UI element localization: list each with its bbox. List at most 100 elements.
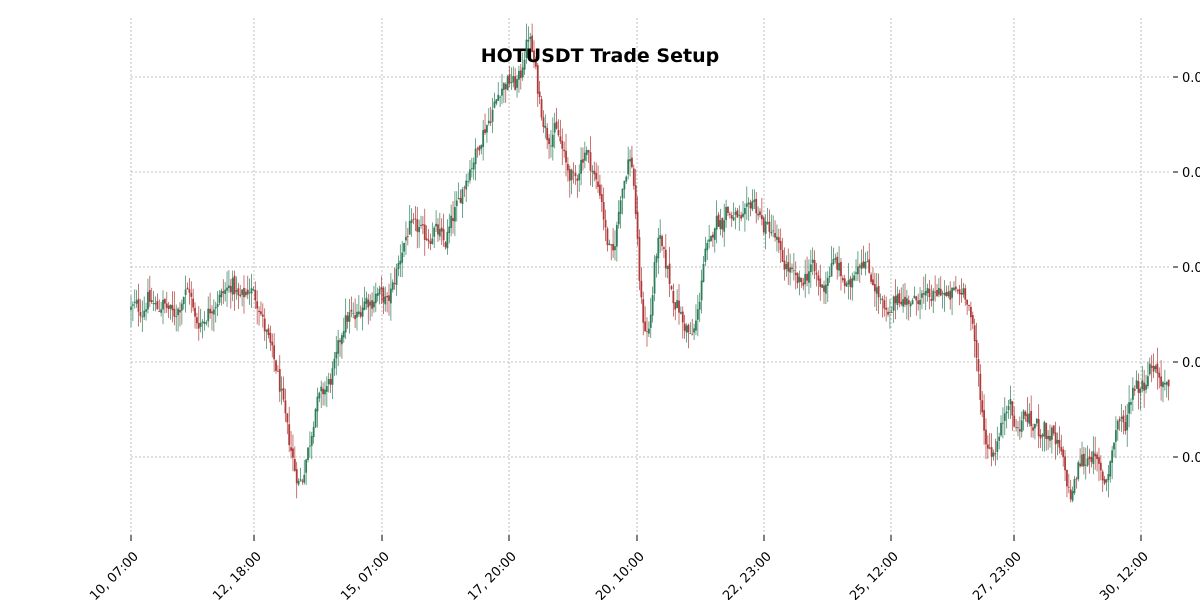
candle-body [463, 187, 466, 189]
candle-body [459, 198, 462, 203]
candle-body [659, 235, 662, 239]
candle-body [1011, 401, 1014, 416]
candle-body [454, 207, 456, 222]
candle-body [1163, 383, 1166, 385]
candle-body [1054, 432, 1057, 445]
candle-body [1158, 372, 1161, 378]
candle-body [1124, 422, 1127, 432]
candle-body [229, 285, 232, 293]
candle-body [824, 284, 827, 294]
candle-body [602, 201, 605, 220]
candle-body [201, 321, 204, 323]
candle-body [1013, 415, 1016, 427]
candle-body [1002, 422, 1004, 424]
candle-body [926, 288, 929, 293]
candle-body [131, 304, 134, 306]
candle-body [540, 99, 543, 118]
candle-body [305, 459, 308, 473]
candle-body [983, 410, 985, 431]
candle-body [600, 194, 603, 203]
candle-body [766, 222, 769, 224]
candle-body [1130, 402, 1132, 405]
candle-body [706, 242, 709, 251]
candle-body [634, 185, 637, 215]
candle-body [273, 345, 276, 360]
x-tick-label: 22, 23:00 [720, 549, 775, 600]
candle-body [951, 287, 953, 298]
candle-body [783, 260, 786, 270]
candle-body [280, 388, 283, 391]
candle-body [1037, 419, 1040, 437]
candle-body [599, 184, 601, 196]
candle-body [644, 321, 647, 332]
candle-body [484, 129, 486, 134]
candle-body [745, 203, 748, 207]
candle-body [442, 229, 445, 241]
candle-body [1039, 434, 1042, 439]
y-tick-label: 0.0 [1182, 356, 1200, 371]
candle-body [939, 288, 942, 296]
candle-body [1131, 387, 1134, 400]
candle-body [241, 289, 244, 295]
candle-body [258, 310, 260, 313]
candle-body [595, 172, 598, 180]
candle-body [397, 263, 400, 270]
candle-body [553, 122, 556, 133]
candle-body [921, 293, 923, 298]
candle-body [1105, 479, 1108, 483]
candle-body [568, 169, 571, 181]
candle-body [162, 299, 164, 310]
candle-body [410, 219, 413, 224]
candle-body [322, 388, 324, 395]
candle-body [1139, 388, 1142, 394]
candle-body [491, 109, 494, 122]
candle-body [271, 341, 274, 346]
candle-body [531, 35, 534, 53]
y-axis: 0.0 0.0 0.0 0.0 0.0 [1173, 71, 1200, 466]
candle-body [890, 312, 893, 313]
candle-body [1000, 422, 1002, 436]
candle-body [1026, 414, 1029, 423]
candle-body [759, 211, 761, 216]
candle-body [1077, 462, 1080, 480]
candle-body [774, 232, 776, 238]
candle-body [826, 277, 829, 286]
candle-body [791, 267, 793, 270]
candle-body [875, 287, 878, 294]
candle-body [405, 236, 407, 241]
candle-body [474, 148, 477, 165]
candle-body [817, 275, 820, 281]
candle-body [314, 409, 317, 428]
candle-body [510, 82, 513, 83]
candle-body [657, 237, 660, 259]
candle-body [563, 149, 566, 152]
candle-body [493, 101, 496, 108]
candle-body [303, 474, 306, 483]
candle-body [922, 293, 925, 295]
candle-body [962, 288, 965, 295]
candle-body [1035, 418, 1038, 424]
candle-body [423, 224, 426, 240]
candle-body [625, 176, 628, 182]
y-tick-label: 0.0 [1182, 451, 1200, 466]
x-axis: 10, 07:00 12, 18:00 15, 07:00 17, 20:00 20, … [87, 535, 1152, 600]
candle-body [352, 312, 355, 314]
candle-body [857, 266, 859, 275]
y-tick-label: 0.0 [1182, 166, 1200, 181]
candle-body [712, 234, 714, 238]
candle-body [789, 267, 792, 273]
candle-body [1024, 411, 1027, 416]
candle-body [1141, 380, 1144, 390]
candle-body [723, 220, 726, 232]
candle-body [310, 435, 313, 446]
candle-body [519, 70, 522, 79]
candle-body [937, 287, 940, 295]
candle-body [324, 389, 326, 395]
candle-body [1147, 376, 1149, 387]
candle-body [1150, 365, 1153, 368]
candle-body [1115, 430, 1117, 442]
candle-body [907, 300, 910, 304]
candle-body [534, 61, 537, 67]
candle-body [357, 311, 360, 315]
candle-body [1167, 379, 1170, 387]
